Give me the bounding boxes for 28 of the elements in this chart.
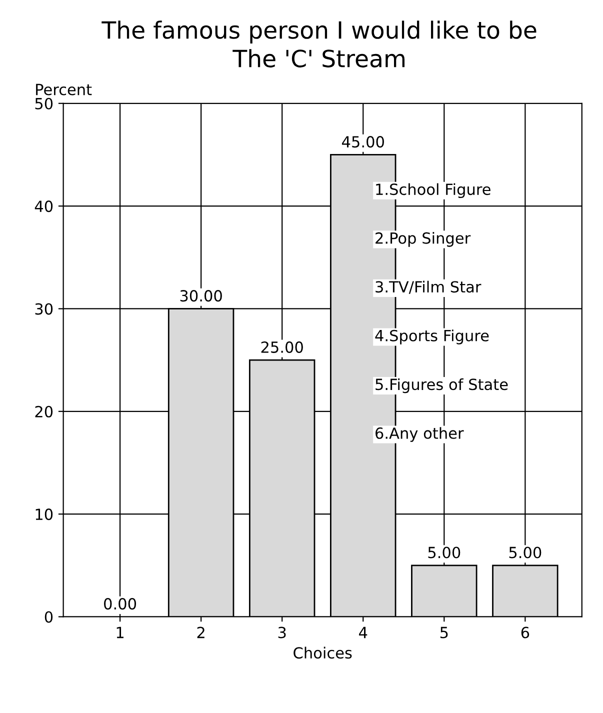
chart-subtitle: The 'C' Stream (232, 49, 404, 68)
annotation: 1.School Figure (376, 183, 490, 198)
x-tick-label: 6 (521, 626, 530, 638)
data-label: 5.00 (509, 546, 542, 558)
annotation: 6.Any other (376, 427, 464, 442)
data-label: 5.00 (428, 546, 460, 558)
y-tick-label: 30 (35, 303, 53, 315)
chart-title: The famous person I would like to be (102, 20, 536, 44)
data-label: 30.00 (180, 290, 222, 302)
annotation: 2.Pop Singer (376, 232, 471, 247)
annotation: 3.TV/Film Star (376, 280, 482, 294)
y-tick-label: 40 (34, 200, 53, 212)
data-label: 25.00 (261, 341, 303, 353)
x-tick-label: 3 (278, 626, 286, 638)
x-tick-label: 1 (116, 626, 124, 638)
x-axis-title: Choices (294, 646, 352, 659)
x-tick-label: 5 (440, 626, 448, 638)
x-tick-label: 4 (359, 626, 368, 638)
y-axis-title: Percent (36, 84, 92, 96)
y-tick-label: 20 (35, 406, 53, 418)
annotation: 4.Sports Figure (375, 330, 489, 344)
data-label: 45.00 (342, 136, 384, 148)
y-tick-label: 0 (44, 611, 53, 623)
x-tick-label: 2 (197, 626, 204, 638)
data-label: 0.00 (104, 598, 136, 610)
y-tick-label: 50 (35, 98, 53, 110)
annotation: 5.Figures of State (376, 378, 508, 394)
y-tick-label: 10 (36, 508, 53, 520)
